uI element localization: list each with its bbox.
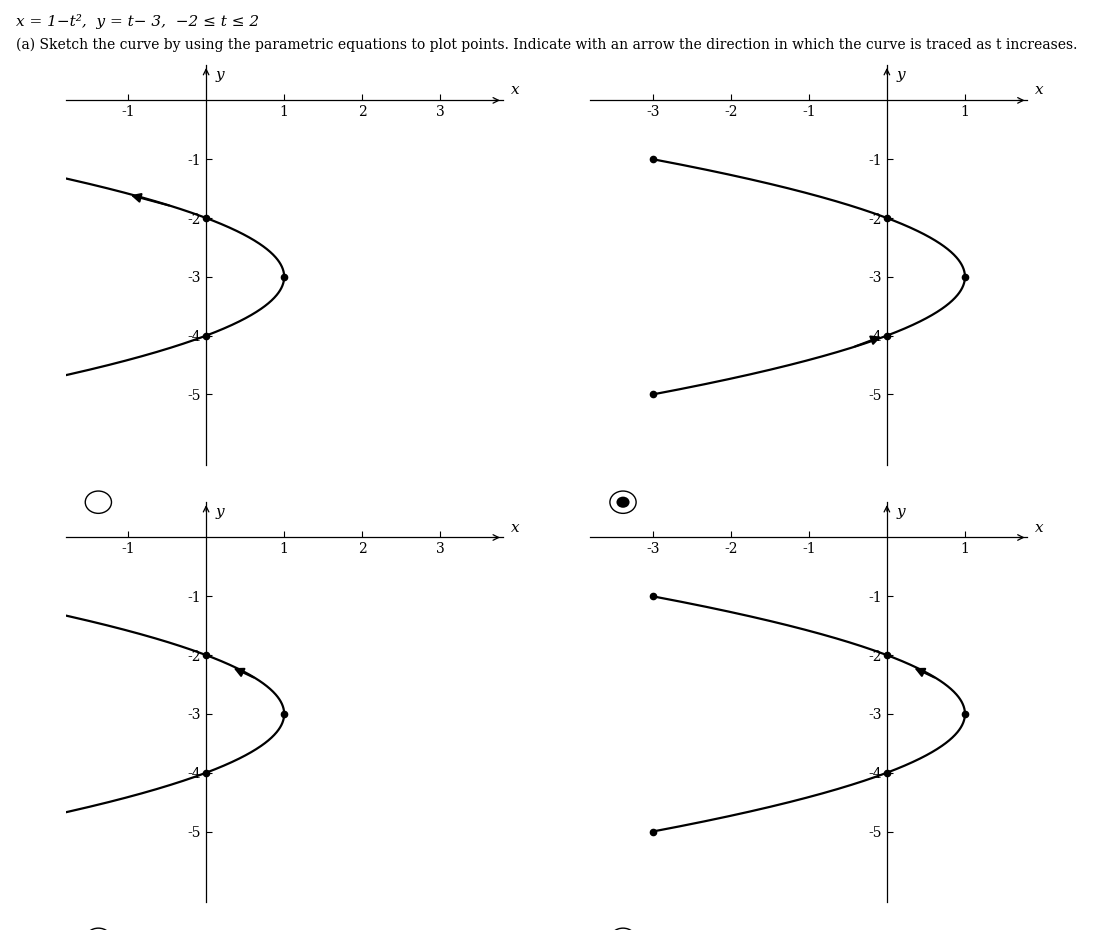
- Text: x: x: [1035, 84, 1044, 98]
- Text: (a) Sketch the curve by using the parametric equations to plot points. Indicate : (a) Sketch the curve by using the parame…: [16, 37, 1078, 51]
- Text: x = 1−t²,  y = t− 3,  −2 ≤ t ≤ 2: x = 1−t², y = t− 3, −2 ≤ t ≤ 2: [16, 14, 259, 29]
- Text: y: y: [215, 68, 224, 82]
- Text: x: x: [1035, 521, 1044, 535]
- Text: y: y: [896, 68, 905, 82]
- Text: y: y: [215, 505, 224, 519]
- Text: y: y: [896, 505, 905, 519]
- Text: x: x: [510, 84, 519, 98]
- Text: x: x: [510, 521, 519, 535]
